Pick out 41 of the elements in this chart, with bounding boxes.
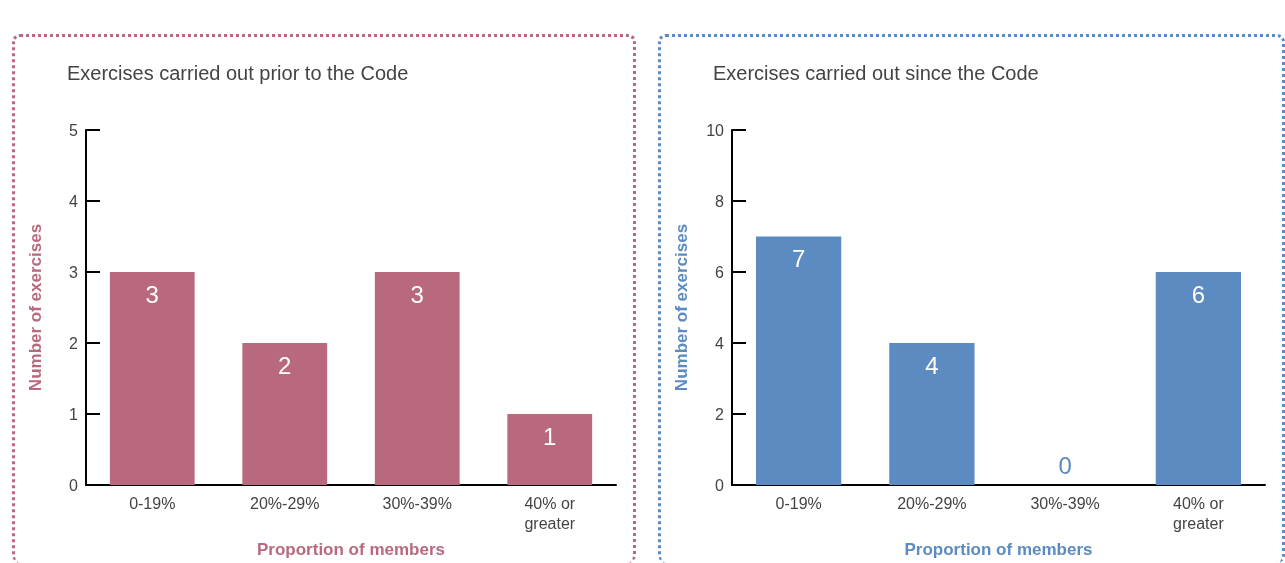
x-tick-label: 0-19% bbox=[129, 494, 176, 512]
data-label: 7 bbox=[791, 245, 806, 272]
data-label: 4 bbox=[925, 351, 939, 379]
chart-title: Exercises carried out since the Code bbox=[713, 62, 1039, 84]
x-tick-label: 20%-29% bbox=[250, 494, 320, 512]
x-tick-label: 30%-39% bbox=[1030, 494, 1100, 512]
y-tick-label: 3 bbox=[69, 263, 79, 281]
bar bbox=[889, 343, 975, 485]
y-tick-label: 0 bbox=[715, 476, 725, 494]
y-tick-label: 8 bbox=[715, 192, 725, 210]
y-tick-label: 4 bbox=[69, 192, 79, 210]
bar bbox=[374, 272, 460, 485]
x-axis-title: Proportion of members bbox=[257, 540, 445, 559]
y-tick-label: 0 bbox=[69, 476, 79, 494]
bar bbox=[755, 236, 842, 485]
data-label: 3 bbox=[145, 280, 159, 308]
y-tick-label: 1 bbox=[69, 405, 79, 423]
x-tick-label: 30%-39% bbox=[382, 494, 452, 512]
y-tick-label: 2 bbox=[69, 334, 79, 352]
y-tick-label: 2 bbox=[715, 405, 725, 423]
bar bbox=[507, 414, 593, 485]
chart-title: Exercises carried out prior to the Code bbox=[67, 62, 409, 84]
y-axis-title: Number of exercises bbox=[672, 223, 691, 392]
x-axis-title: Proportion of members bbox=[904, 540, 1093, 559]
x-tick-label: 20%-29% bbox=[897, 494, 967, 512]
bar bbox=[242, 343, 328, 485]
data-label: 2 bbox=[278, 351, 292, 379]
data-label: 1 bbox=[543, 422, 557, 450]
y-tick-label: 6 bbox=[715, 263, 725, 281]
y-tick-label: 5 bbox=[69, 121, 79, 139]
x-tick-label: 40% or greater bbox=[524, 494, 576, 532]
bar bbox=[109, 272, 195, 485]
x-tick-label: 40% or greater bbox=[1173, 494, 1225, 532]
bar bbox=[1155, 272, 1242, 485]
y-axis-title: Number of exercises bbox=[26, 223, 45, 392]
y-tick-label: 4 bbox=[715, 334, 725, 352]
data-label: 3 bbox=[410, 280, 424, 308]
data-label: 0 bbox=[1058, 451, 1072, 479]
y-tick-label: 10 bbox=[706, 121, 725, 139]
x-tick-label: 0-19% bbox=[775, 494, 822, 512]
data-label: 6 bbox=[1191, 280, 1206, 308]
